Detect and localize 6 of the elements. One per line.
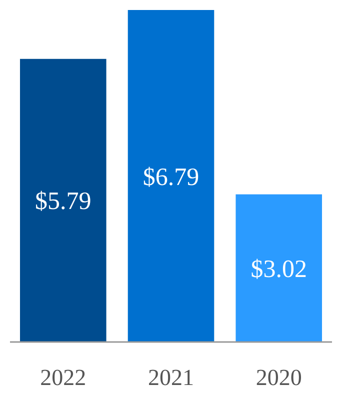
data-label: $5.79 (35, 188, 92, 216)
data-label: $6.79 (142, 164, 200, 191)
data-label: $3.02 (250, 256, 307, 283)
x-tick-label: 2022 (40, 365, 86, 390)
x-tick-label: 2021 (148, 365, 194, 390)
x-tick-label: 2020 (256, 365, 302, 390)
